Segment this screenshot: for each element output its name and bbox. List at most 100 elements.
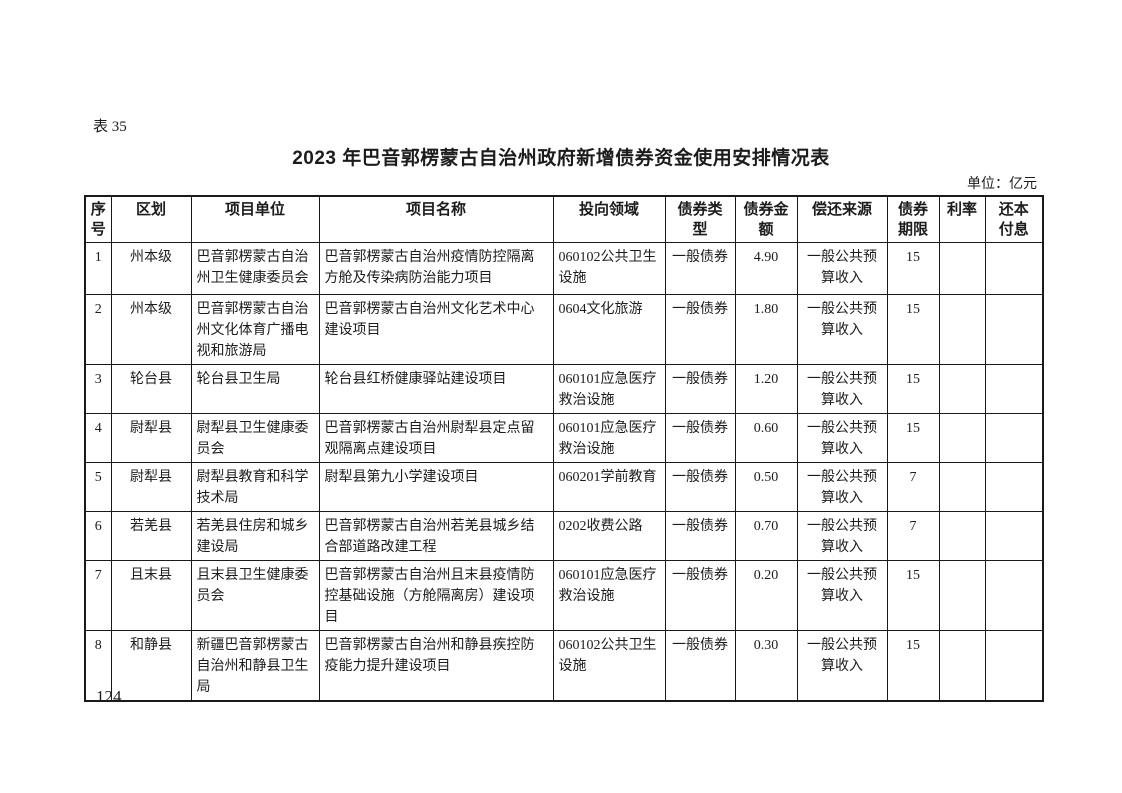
table-cell: 15 [886, 559, 940, 631]
table-cell: 一般公共预算收入 [796, 363, 888, 414]
table-cell: 一般债券 [664, 510, 736, 561]
table-cell [938, 559, 986, 631]
table-cell [938, 412, 986, 463]
column-header: 还本 付息 [984, 195, 1044, 243]
table-cell: 一般债券 [664, 363, 736, 414]
table-row: 4 尉犁县 尉犁县卫生健康委员会 巴音郭楞蒙古自治州尉犁县定点留观隔离点建设项目 060… [84, 412, 1044, 463]
table-cell: 巴音郭楞蒙古自治州卫生健康委员会 [190, 241, 320, 295]
table-cell: 8 [84, 629, 112, 701]
table-row: 7 且末县 且末县卫生健康委员会 巴音郭楞蒙古自治州且末县疫情防控基础设施（方舱隔离房… [84, 559, 1044, 631]
table-cell [984, 412, 1044, 463]
table-cell: 一般债券 [664, 559, 736, 631]
table-cell: 060102公共卫生设施 [552, 629, 666, 701]
table-row: 3 轮台县 轮台县卫生局 轮台县红桥健康驿站建设项目 060101应急医疗救治设施 一般债… [84, 363, 1044, 414]
table-cell: 15 [886, 412, 940, 463]
table-cell: 060201学前教育 [552, 461, 666, 512]
table-cell: 15 [886, 241, 940, 295]
column-header: 区划 [110, 195, 192, 243]
table-cell: 060102公共卫生设施 [552, 241, 666, 295]
table-cell: 4.90 [734, 241, 798, 295]
table-cell [984, 510, 1044, 561]
table-cell: 7 [886, 461, 940, 512]
page-title: 2023 年巴音郭楞蒙古自治州政府新增债券资金使用安排情况表 [292, 148, 830, 169]
table-cell: 尉犁县 [110, 461, 192, 512]
table-cell: 一般债券 [664, 293, 736, 365]
table-cell [938, 510, 986, 561]
table-cell: 1 [84, 241, 112, 295]
column-header: 项目单位 [190, 195, 320, 243]
table-cell: 3 [84, 363, 112, 414]
table-cell: 尉犁县卫生健康委员会 [190, 412, 320, 463]
table-cell [938, 629, 986, 701]
table-cell: 巴音郭楞蒙古自治州若羌县城乡结合部道路改建工程 [318, 510, 554, 561]
table-cell: 若羌县 [110, 510, 192, 561]
table-cell: 和静县 [110, 629, 192, 701]
table-cell: 一般公共预算收入 [796, 559, 888, 631]
table-cell: 15 [886, 293, 940, 365]
table-cell: 巴音郭楞蒙古自治州且末县疫情防控基础设施（方舱隔离房）建设项目 [318, 559, 554, 631]
table-cell [938, 461, 986, 512]
header-row: 序 号区划 项目单位 项目名称 投向领域 债券类 型债券金 额偿还来源 债券 期限 利率 还本… [84, 195, 1044, 243]
table-cell: 巴音郭楞蒙古自治州文化体育广播电视和旅游局 [190, 293, 320, 365]
table-cell [984, 241, 1044, 295]
table-cell: 060101应急医疗救治设施 [552, 559, 666, 631]
table-cell: 一般公共预算收入 [796, 510, 888, 561]
column-header: 债券金 额 [734, 195, 798, 243]
table-row: 2 州本级 巴音郭楞蒙古自治州文化体育广播电视和旅游局 巴音郭楞蒙古自治州文化艺术中心… [84, 293, 1044, 365]
table-cell [984, 293, 1044, 365]
table-cell: 060101应急医疗救治设施 [552, 412, 666, 463]
column-header: 偿还来源 [796, 195, 888, 243]
table-cell: 且末县 [110, 559, 192, 631]
column-header: 投向领域 [552, 195, 666, 243]
table-cell: 0.60 [734, 412, 798, 463]
table-cell: 0604文化旅游 [552, 293, 666, 365]
page-number: 124 [96, 687, 122, 706]
table-cell: 新疆巴音郭楞蒙古自治州和静县卫生局 [190, 629, 320, 701]
table-cell: 巴音郭楞蒙古自治州文化艺术中心建设项目 [318, 293, 554, 365]
table-cell: 5 [84, 461, 112, 512]
column-header: 项目名称 [318, 195, 554, 243]
table-cell: 一般债券 [664, 461, 736, 512]
table-cell: 尉犁县 [110, 412, 192, 463]
table-cell: 一般公共预算收入 [796, 241, 888, 295]
table-cell: 6 [84, 510, 112, 561]
table-cell: 且末县卫生健康委员会 [190, 559, 320, 631]
table-cell: 一般公共预算收入 [796, 412, 888, 463]
column-header: 利率 [938, 195, 986, 243]
table-row: 1 州本级 巴音郭楞蒙古自治州卫生健康委员会 巴音郭楞蒙古自治州疫情防控隔离方舱及传染… [84, 241, 1044, 295]
table-cell: 尉犁县第九小学建设项目 [318, 461, 554, 512]
table-cell: 2 [84, 293, 112, 365]
table-cell: 一般公共预算收入 [796, 293, 888, 365]
table-cell: 15 [886, 629, 940, 701]
bond-usage-table: 序 号区划 项目单位 项目名称 投向领域 债券类 型债券金 额偿还来源 债券 期限 利率 还本… [84, 195, 1044, 702]
column-header: 债券 期限 [886, 195, 940, 243]
table-cell: 一般公共预算收入 [796, 629, 888, 701]
table-cell [984, 629, 1044, 701]
table-cell: 060101应急医疗救治设施 [552, 363, 666, 414]
table-cell [984, 559, 1044, 631]
table-cell: 一般债券 [664, 241, 736, 295]
table-row: 5 尉犁县 尉犁县教育和科学技术局 尉犁县第九小学建设项目 060201学前教育 一般债券… [84, 461, 1044, 512]
table-cell: 0202收费公路 [552, 510, 666, 561]
table-cell: 州本级 [110, 293, 192, 365]
table-cell: 巴音郭楞蒙古自治州和静县疾控防疫能力提升建设项目 [318, 629, 554, 701]
table-cell: 一般债券 [664, 412, 736, 463]
table-cell: 一般公共预算收入 [796, 461, 888, 512]
table-header: 序 号区划 项目单位 项目名称 投向领域 债券类 型债券金 额偿还来源 债券 期限 利率 还本… [84, 195, 1044, 243]
table-cell: 7 [886, 510, 940, 561]
table-cell: 轮台县 [110, 363, 192, 414]
table-cell: 轮台县红桥健康驿站建设项目 [318, 363, 554, 414]
table-cell [938, 363, 986, 414]
table-cell: 0.30 [734, 629, 798, 701]
column-header: 债券类 型 [664, 195, 736, 243]
column-header: 序 号 [84, 195, 112, 243]
table-cell: 尉犁县教育和科学技术局 [190, 461, 320, 512]
table-cell: 4 [84, 412, 112, 463]
table-cell: 0.20 [734, 559, 798, 631]
table-cell [984, 363, 1044, 414]
table-cell: 15 [886, 363, 940, 414]
table-cell: 一般债券 [664, 629, 736, 701]
table-cell: 0.70 [734, 510, 798, 561]
table-cell [938, 293, 986, 365]
